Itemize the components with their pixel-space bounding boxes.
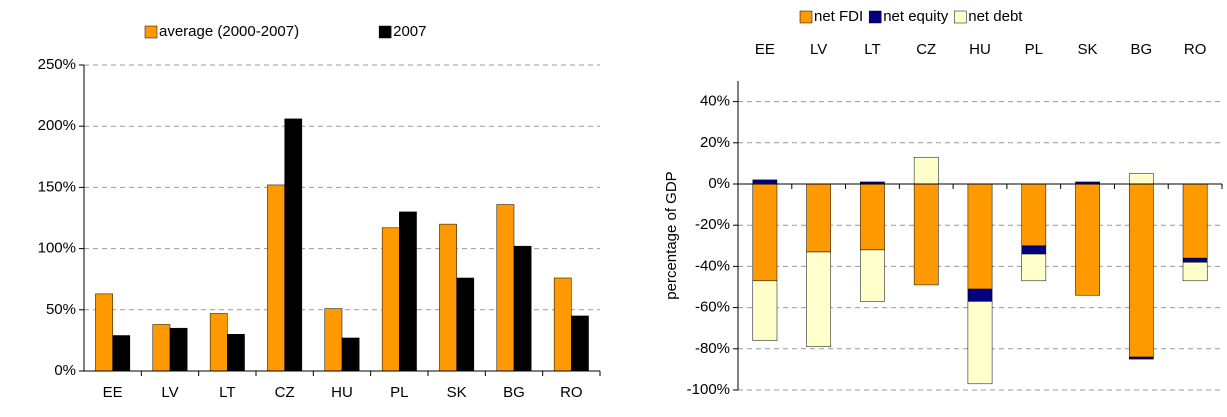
bar xyxy=(209,313,228,372)
bar xyxy=(169,327,188,372)
bar xyxy=(439,223,457,372)
x-tick-label: EE xyxy=(103,384,123,401)
legend-label: net FDI xyxy=(814,8,863,25)
y-tick-label: -80% xyxy=(695,340,730,357)
x-tick-label: RO xyxy=(1184,41,1207,58)
bar-segment xyxy=(913,156,939,185)
y-tick-label: -100% xyxy=(687,381,730,398)
y-tick-label: -40% xyxy=(695,257,730,274)
x-tick-label: BG xyxy=(503,384,525,401)
bar-segment xyxy=(752,183,778,282)
bar-segment xyxy=(860,183,885,251)
legend-swatch xyxy=(799,10,813,24)
x-tick-label: LT xyxy=(219,384,235,401)
bar-segment xyxy=(1128,356,1154,360)
bar-segment xyxy=(860,249,885,302)
x-tick-label: PL xyxy=(390,384,408,401)
y-tick-label: -20% xyxy=(695,216,730,233)
bar xyxy=(284,118,303,372)
y-tick-label: 50% xyxy=(46,301,76,318)
bar xyxy=(227,334,245,372)
legend-label: net equity xyxy=(883,8,949,25)
x-tick-label: BG xyxy=(1130,41,1152,58)
legend-swatch xyxy=(868,10,882,24)
bar xyxy=(267,184,285,372)
legend-label: net debt xyxy=(968,8,1023,25)
y-tick-label: 100% xyxy=(38,240,76,257)
bar-segment xyxy=(1128,173,1154,185)
bar-segment xyxy=(1128,183,1154,358)
y-axis-label: percentage of GDP xyxy=(663,171,680,299)
x-tick-label: CZ xyxy=(916,41,936,58)
bar xyxy=(324,308,343,372)
y-tick-label: 150% xyxy=(38,178,76,195)
bar-segment xyxy=(967,301,993,385)
y-tick-label: 20% xyxy=(700,134,730,151)
legend-label: 2007 xyxy=(393,23,426,40)
y-tick-label: 40% xyxy=(700,93,730,110)
x-tick-label: HU xyxy=(331,384,353,401)
x-tick-label: CZ xyxy=(275,384,295,401)
x-tick-label: LT xyxy=(864,41,880,58)
y-tick-label: 0% xyxy=(708,175,730,192)
bar-segment xyxy=(1075,183,1100,296)
x-tick-label: LV xyxy=(161,384,178,401)
bar-segment xyxy=(806,183,832,253)
bar-segment xyxy=(1182,257,1208,263)
legend-swatch xyxy=(953,10,967,24)
bar-segment xyxy=(806,251,832,347)
bar-segment xyxy=(1182,183,1208,259)
bar xyxy=(496,204,515,372)
bar xyxy=(95,293,113,372)
bar-segment xyxy=(1182,262,1208,282)
bar-segment xyxy=(1021,245,1047,255)
bar xyxy=(456,277,475,372)
y-tick-label: 250% xyxy=(38,56,76,73)
bar xyxy=(112,335,131,372)
bar-segment xyxy=(752,179,778,185)
x-tick-label: PL xyxy=(1025,41,1043,58)
bar xyxy=(553,277,572,372)
bar-segment xyxy=(967,183,993,290)
bar-segment xyxy=(1021,253,1047,282)
x-tick-label: LV xyxy=(810,41,827,58)
y-tick-label: -60% xyxy=(695,299,730,316)
x-tick-label: SK xyxy=(1078,41,1098,58)
legend-swatch xyxy=(144,25,158,39)
bar-segment xyxy=(913,183,939,286)
bar xyxy=(341,337,360,372)
y-tick-label: 200% xyxy=(38,117,76,134)
bar-segment xyxy=(967,288,993,302)
bar xyxy=(399,211,417,372)
bar-segment xyxy=(1021,183,1047,247)
bar xyxy=(381,227,400,372)
x-tick-label: SK xyxy=(447,384,467,401)
legend-swatch xyxy=(378,25,392,39)
bar xyxy=(513,245,532,372)
legend-label: average (2000-2007) xyxy=(159,23,299,40)
bar xyxy=(152,324,171,372)
x-tick-label: EE xyxy=(755,41,775,58)
x-tick-label: RO xyxy=(560,384,583,401)
x-tick-label: HU xyxy=(969,41,991,58)
bar-segment xyxy=(752,280,778,341)
y-tick-label: 0% xyxy=(54,362,76,379)
bar xyxy=(571,315,589,372)
